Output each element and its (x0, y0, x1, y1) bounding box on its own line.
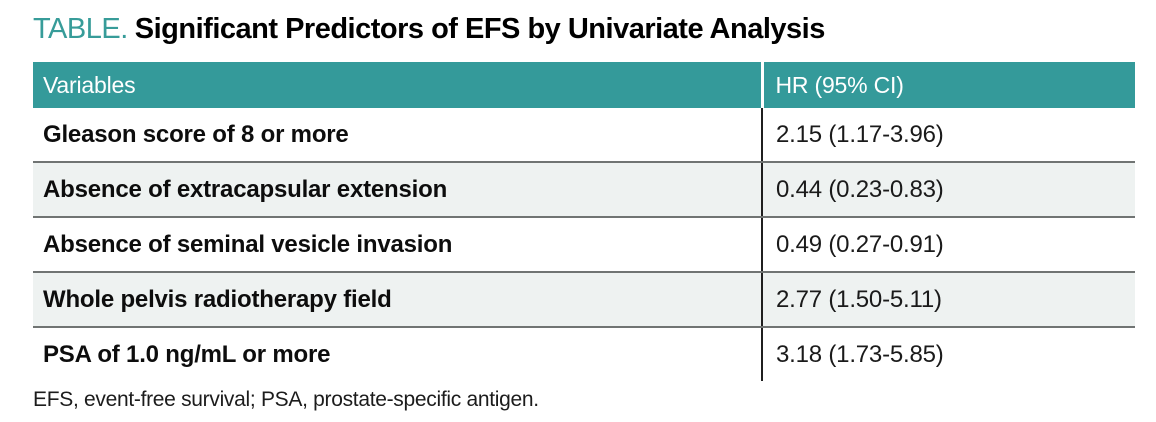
table-row: Absence of extracapsular extension 0.44 … (33, 162, 1135, 218)
page: TABLE. Significant Predictors of EFS by U… (33, 11, 1156, 411)
table-row: Whole pelvis radiotherapy field 2.77 (1.… (33, 272, 1135, 328)
table-title: TABLE. Significant Predictors of EFS by U… (33, 11, 1156, 48)
variable-cell: PSA of 1.0 ng/mL or more (43, 340, 331, 368)
hr-cell: 0.44 (0.23-0.83) (761, 162, 1135, 218)
table-title-label: TABLE. (33, 13, 128, 45)
table-title-text: Significant Predictors of EFS by Univari… (134, 13, 826, 45)
table-header-row: Variables HR (95% CI) (33, 62, 1135, 108)
footnote-abbreviations: EFS, event-free survival; PSA, prostate-… (33, 388, 539, 411)
hr-cell: 0.49 (0.27-0.91) (761, 217, 1135, 273)
table-row: Absence of seminal vesicle invasion 0.49… (33, 217, 1135, 273)
variable-cell: Absence of extracapsular extension (33, 162, 762, 218)
hr-cell: 3.18 (1.73-5.85) (761, 327, 1135, 381)
variable-cell: Whole pelvis radiotherapy field (33, 272, 762, 328)
table-row: Gleason score of 8 or more 2.15 (1.17-3.… (33, 108, 1135, 163)
table-row: PSA of 1.0 ng/mL or more 3.18 (1.73-5.85… (33, 327, 1135, 381)
hr-cell: 2.15 (1.17-3.96) (761, 108, 1135, 163)
predictors-table: Variables HR (95% CI) Gleason score of 8… (33, 62, 1135, 381)
column-header-hr: HR (95% CI) (760, 62, 1135, 108)
variable-cell: Absence of seminal vesicle invasion (33, 217, 762, 273)
column-header-variables: Variables (33, 62, 762, 108)
variable-cell: Gleason score of 8 or more (33, 108, 762, 163)
hr-cell: 2.77 (1.50-5.11) (761, 272, 1135, 328)
